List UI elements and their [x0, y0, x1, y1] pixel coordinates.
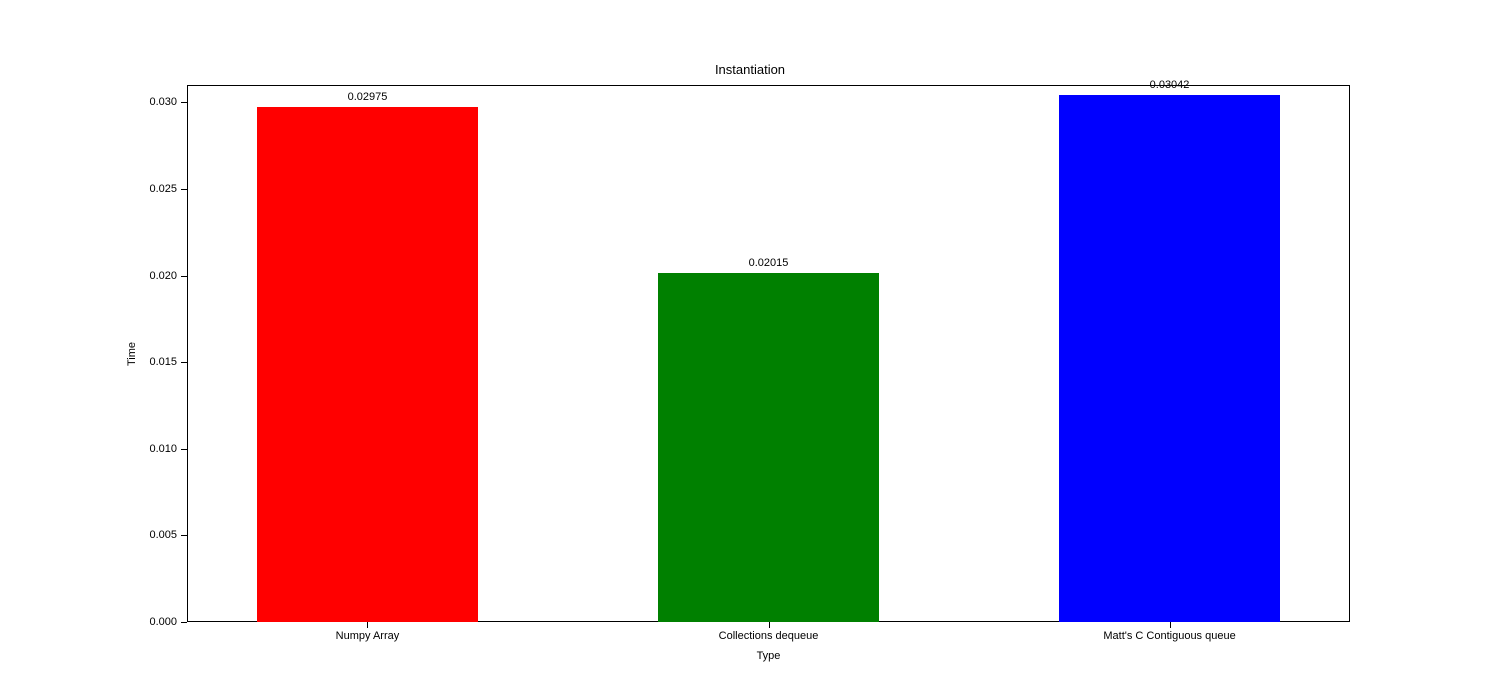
x-tick-label: Numpy Array	[336, 630, 400, 642]
y-tick-label: 0.005	[142, 529, 177, 541]
bar-value-label: 0.03042	[1150, 79, 1190, 91]
x-tick-label: Collections dequeue	[719, 630, 819, 642]
y-tick	[181, 535, 187, 536]
x-tick	[769, 622, 770, 628]
chart-container: Instantiation Time Type 0.000 0.005 0.010 0…	[0, 0, 1500, 700]
y-tick-label: 0.000	[142, 616, 177, 628]
y-tick	[181, 449, 187, 450]
y-tick-label: 0.015	[142, 356, 177, 368]
x-axis-label: Type	[757, 650, 781, 662]
bar-value-label: 0.02015	[749, 257, 789, 269]
y-tick-label: 0.030	[142, 96, 177, 108]
x-tick	[367, 622, 368, 628]
y-tick	[181, 362, 187, 363]
y-tick-label: 0.010	[142, 443, 177, 455]
y-tick-label: 0.025	[142, 183, 177, 195]
y-tick	[181, 622, 187, 623]
bar	[1059, 95, 1280, 622]
bar-value-label: 0.02975	[348, 91, 388, 103]
y-tick	[181, 276, 187, 277]
x-tick-label: Matt's C Contiguous queue	[1103, 630, 1235, 642]
y-tick	[181, 189, 187, 190]
y-axis-label: Time	[126, 341, 138, 365]
y-tick	[181, 102, 187, 103]
chart-title: Instantiation	[0, 62, 1500, 77]
x-tick	[1170, 622, 1171, 628]
bar	[658, 273, 879, 622]
y-tick-label: 0.020	[142, 270, 177, 282]
bar	[257, 107, 478, 622]
